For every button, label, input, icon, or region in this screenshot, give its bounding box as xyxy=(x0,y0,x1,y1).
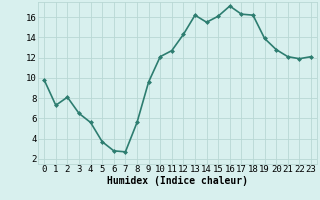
X-axis label: Humidex (Indice chaleur): Humidex (Indice chaleur) xyxy=(107,176,248,186)
